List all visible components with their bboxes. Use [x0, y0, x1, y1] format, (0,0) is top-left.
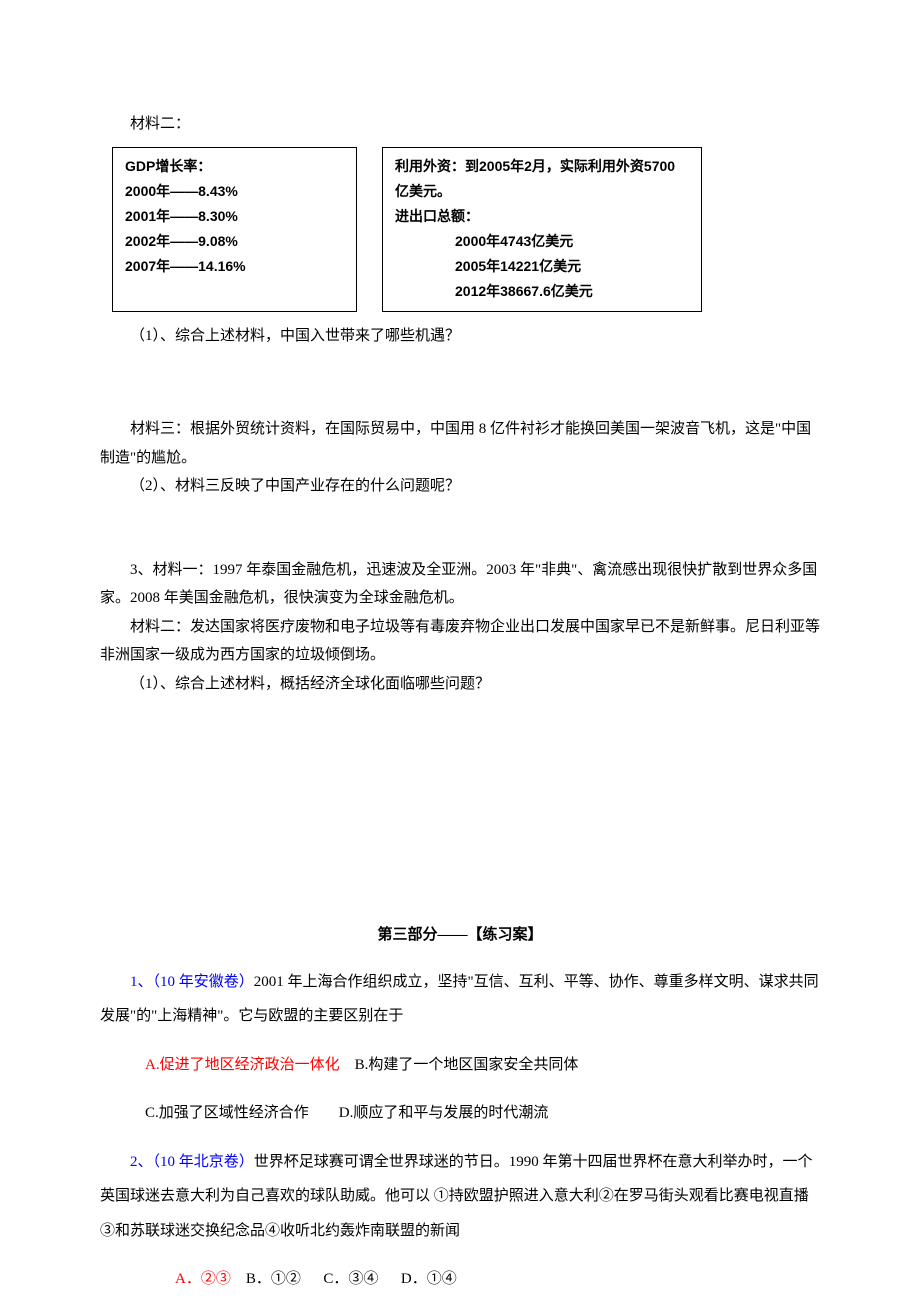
ex2-opt-c: C．③④ — [323, 1271, 378, 1287]
exercise-2: 2、（10 年北京卷）世界杯足球赛可谓全世界球迷的节日。1990 年第十四届世界… — [100, 1145, 820, 1249]
material-3-text: 材料三：根据外贸统计资料，在国际贸易中，中国用 8 亿件衬衫才能换回美国一架波音… — [100, 415, 820, 472]
gdp-row: 2007年——14.16% — [125, 254, 344, 279]
ex1-opt-c: C.加强了区域性经济合作 — [145, 1105, 309, 1121]
ex2-opt-a: A．②③ — [175, 1271, 231, 1287]
gdp-title: GDP增长率： — [125, 154, 344, 179]
material-2-header: 材料二： — [100, 110, 820, 139]
gdp-box: GDP增长率： 2000年——8.43% 2001年——8.30% 2002年—… — [112, 147, 357, 312]
data-boxes-row: GDP增长率： 2000年——8.43% 2001年——8.30% 2002年—… — [112, 147, 820, 312]
trade-row: 2000年4743亿美元 — [395, 229, 689, 254]
trade-row: 2012年38667.6亿美元 — [395, 279, 689, 304]
ex2-opt-d: D．①④ — [401, 1271, 457, 1287]
ex2-options: A．②③ B．①② C．③④ D．①④ — [100, 1262, 820, 1297]
q3-question: （1）、综合上述材料，概括经济全球化面临哪些问题？ — [100, 670, 820, 699]
ex1-opt-d: D.顺应了和平与发展的时代潮流 — [339, 1105, 549, 1121]
question-2: （2）、材料三反映了中国产业存在的什么问题呢？ — [100, 472, 820, 501]
exercise-1: 1、（10 年安徽卷）2001 年上海合作组织成立，坚持"互信、互利、平等、协作… — [100, 965, 820, 1034]
q3-material-1: 3、材料一：1997 年泰国金融危机，迅速波及全亚洲。2003 年"非典"、禽流… — [100, 556, 820, 613]
gdp-row: 2002年——9.08% — [125, 229, 344, 254]
trade-line1: 利用外资：到2005年2月，实际利用外资5700亿美元。 — [395, 154, 689, 204]
ex1-opt-a: A.促进了地区经济政治一体化 — [145, 1057, 340, 1073]
question-1: （1）、综合上述材料，中国入世带来了哪些机遇？ — [100, 322, 820, 351]
ex2-opt-b: B．①② — [246, 1271, 301, 1287]
trade-box: 利用外资：到2005年2月，实际利用外资5700亿美元。 进出口总额： 2000… — [382, 147, 702, 312]
ex1-options-row2: C.加强了区域性经济合作 D.顺应了和平与发展的时代潮流 — [100, 1096, 820, 1131]
ex1-options-row1: A.促进了地区经济政治一体化 B.构建了一个地区国家安全共同体 — [100, 1048, 820, 1083]
trade-row: 2005年14221亿美元 — [395, 254, 689, 279]
part3-title: 第三部分——【练习案】 — [100, 918, 820, 953]
ex1-label: 1、（10 年安徽卷） — [130, 974, 254, 990]
ex2-label: 2、（10 年北京卷） — [130, 1154, 254, 1170]
ex1-opt-b: B.构建了一个地区国家安全共同体 — [355, 1057, 579, 1073]
q3-material-2: 材料二：发达国家将医疗废物和电子垃圾等有毒废弃物企业出口发展中国家早已不是新鲜事… — [100, 613, 820, 670]
gdp-row: 2000年——8.43% — [125, 179, 344, 204]
gdp-row: 2001年——8.30% — [125, 204, 344, 229]
trade-line2: 进出口总额： — [395, 204, 689, 229]
